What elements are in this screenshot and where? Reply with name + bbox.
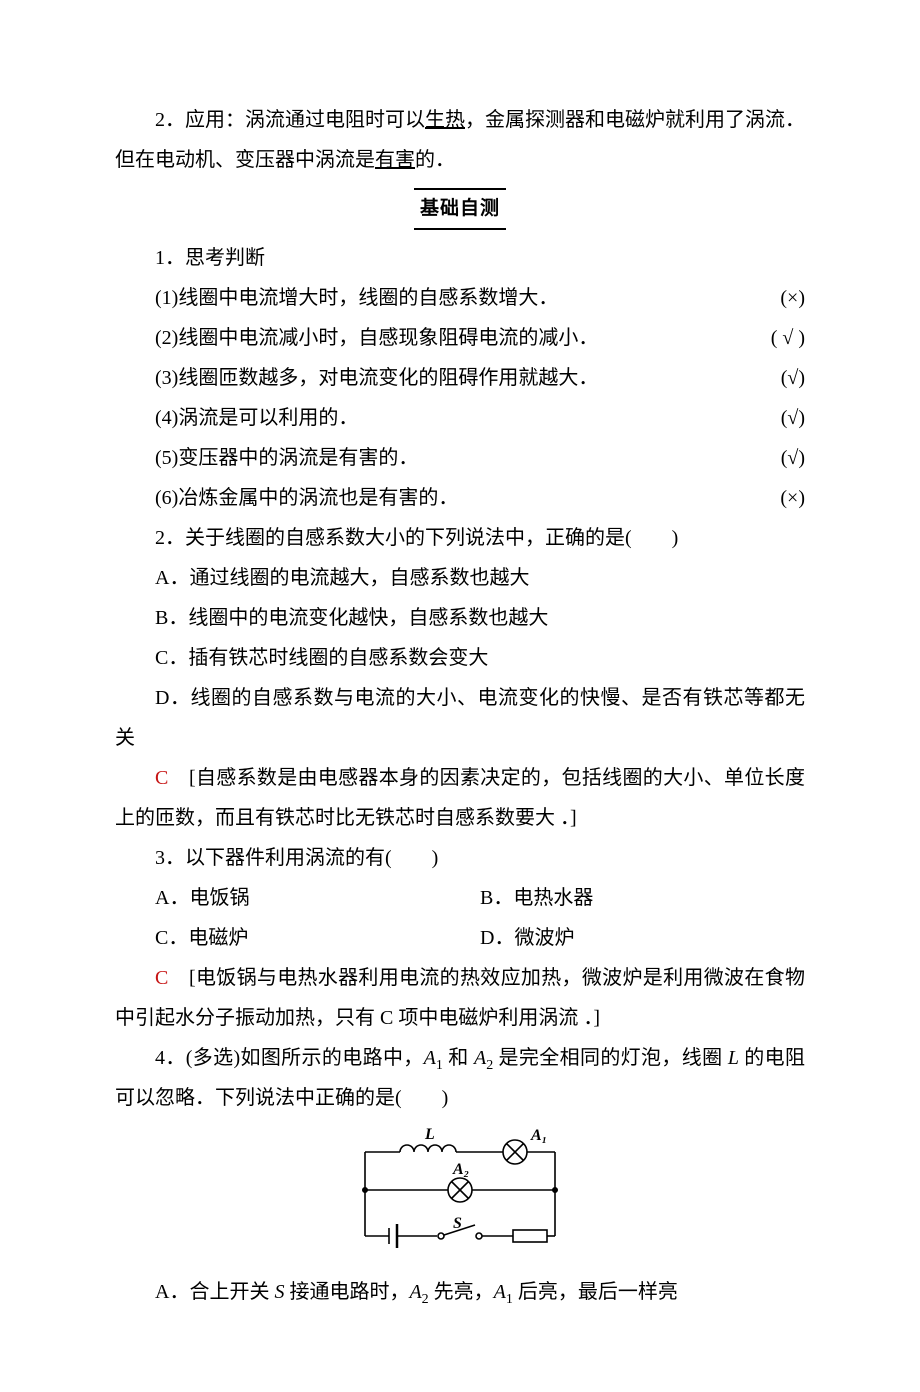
q3-stem: 3．以下器件利用涡流的有( )	[115, 838, 805, 878]
q2-expl: [自感系数是由电感器本身的因素决定的，包括线圈的大小、单位长度上的匝数，而且有铁…	[115, 767, 805, 829]
intro-post: 的．	[415, 149, 455, 171]
q4-optA-S: S	[274, 1281, 284, 1303]
q2-explanation: C [自感系数是由电感器本身的因素决定的，包括线圈的大小、单位长度上的匝数，而且…	[115, 758, 805, 838]
q1-item-text: (4)涡流是可以利用的．	[155, 398, 358, 438]
q2-opt-a: A．通过线圈的电流越大，自感系数也越大	[115, 558, 805, 598]
q4-optA-A2s: 2	[422, 1292, 429, 1307]
q1-item-text: (5)变压器中的涡流是有害的．	[155, 438, 418, 478]
q2-opt-c: C．插有铁芯时线圈的自感系数会变大	[115, 638, 805, 678]
q4-A2: A	[474, 1047, 486, 1069]
q4-A1: A	[424, 1047, 436, 1069]
q1-item-mark: (√)	[781, 358, 805, 398]
fig-label-A1: A₁	[530, 1127, 547, 1144]
q4-mid1: 和	[443, 1047, 474, 1069]
q1-item-mark: (√)	[781, 438, 805, 478]
q4-optA-mid2: 先亮，	[429, 1281, 494, 1303]
q4-optA-A1: A	[494, 1281, 506, 1303]
q3-answer: C	[155, 967, 168, 989]
q2-opt-b: B．线圈中的电流变化越快，自感系数也越大	[115, 598, 805, 638]
q4-L: L	[728, 1047, 739, 1069]
q1-item-mark: (√)	[781, 398, 805, 438]
q1-item-mark: ( √ )	[771, 318, 805, 358]
q4-stem-pre: 4．(多选)如图所示的电路中，	[155, 1047, 424, 1069]
q1-heading: 1．思考判断	[115, 238, 805, 278]
q4-optA-pre: A．合上开关	[155, 1281, 274, 1303]
q3-opts-row2: C．电磁炉 D．微波炉	[115, 918, 805, 958]
q3-explanation: C [电饭锅与电热水器利用电流的热效应加热，微波炉是利用微波在食物中引起水分子振…	[115, 958, 805, 1038]
fig-label-S: S	[453, 1215, 462, 1232]
q2-opt-d: D．线圈的自感系数与电流的大小、电流变化的快慢、是否有铁芯等都无关	[115, 678, 805, 758]
q1-item-text: (1)线圈中电流增大时，线圈的自感系数增大．	[155, 278, 558, 318]
q4-optA-A2: A	[409, 1281, 421, 1303]
intro-pre: 涡流通过电阻时可以	[245, 109, 425, 131]
q2-stem: 2．关于线圈的自感系数大小的下列说法中，正确的是( )	[115, 518, 805, 558]
q4-A1s: 1	[436, 1058, 443, 1073]
intro-u1: 生热	[425, 109, 465, 131]
q4-optA-mid3: 后亮，最后一样亮	[513, 1281, 678, 1303]
q1-item-2: (2)线圈中电流减小时，自感现象阻碍电流的减小． ( √ )	[115, 318, 805, 358]
fig-label-L: L	[424, 1126, 435, 1143]
q2-answer: C	[155, 767, 168, 789]
q3-opt-a: A．电饭锅	[155, 878, 480, 918]
q4-stem-mid: 是完全相同的灯泡，线圈	[493, 1047, 728, 1069]
section-title: 基础自测	[414, 188, 506, 230]
q4-stem: 4．(多选)如图所示的电路中，A1 和 A2 是完全相同的灯泡，线圈 L 的电阻…	[115, 1038, 805, 1118]
q1-item-mark: (×)	[780, 278, 805, 318]
q4-figure: L A₁ A₂ S	[115, 1124, 805, 1268]
intro-label: 应用：	[185, 109, 245, 131]
q3-opt-d: D．微波炉	[480, 918, 805, 958]
q4-optA-A1s: 1	[506, 1292, 513, 1307]
q1-item-3: (3)线圈匝数越多，对电流变化的阻碍作用就越大． (√)	[115, 358, 805, 398]
q3-opts-row1: A．电饭锅 B．电热水器	[115, 878, 805, 918]
q4-opt-a: A．合上开关 S 接通电路时，A2 先亮，A1 后亮，最后一样亮	[115, 1272, 805, 1312]
q3-opt-b: B．电热水器	[480, 878, 805, 918]
q3-opt-c: C．电磁炉	[155, 918, 480, 958]
q1-item-mark: (×)	[780, 478, 805, 518]
q1-item-1: (1)线圈中电流增大时，线圈的自感系数增大． (×)	[115, 278, 805, 318]
q1-item-4: (4)涡流是可以利用的． (√)	[115, 398, 805, 438]
q1-item-text: (6)冶炼金属中的涡流也是有害的．	[155, 478, 458, 518]
fig-label-A2: A₂	[452, 1161, 469, 1178]
q1-item-text: (2)线圈中电流减小时，自感现象阻碍电流的减小．	[155, 318, 598, 358]
intro-paragraph: 2．应用：涡流通过电阻时可以生热，金属探测器和电磁炉就利用了涡流．但在电动机、变…	[115, 100, 805, 180]
q1-item-6: (6)冶炼金属中的涡流也是有害的． (×)	[115, 478, 805, 518]
section-title-wrap: 基础自测	[115, 188, 805, 230]
q1-item-text: (3)线圈匝数越多，对电流变化的阻碍作用就越大．	[155, 358, 598, 398]
q1-item-5: (5)变压器中的涡流是有害的． (√)	[115, 438, 805, 478]
intro-u2: 有害	[375, 149, 415, 171]
circuit-diagram-icon: L A₁ A₂ S	[345, 1124, 575, 1254]
q3-expl: [电饭锅与电热水器利用电流的热效应加热，微波炉是利用微波在食物中引起水分子振动加…	[115, 967, 805, 1029]
q4-optA-mid1: 接通电路时，	[284, 1281, 409, 1303]
intro-num: 2．	[155, 109, 185, 131]
